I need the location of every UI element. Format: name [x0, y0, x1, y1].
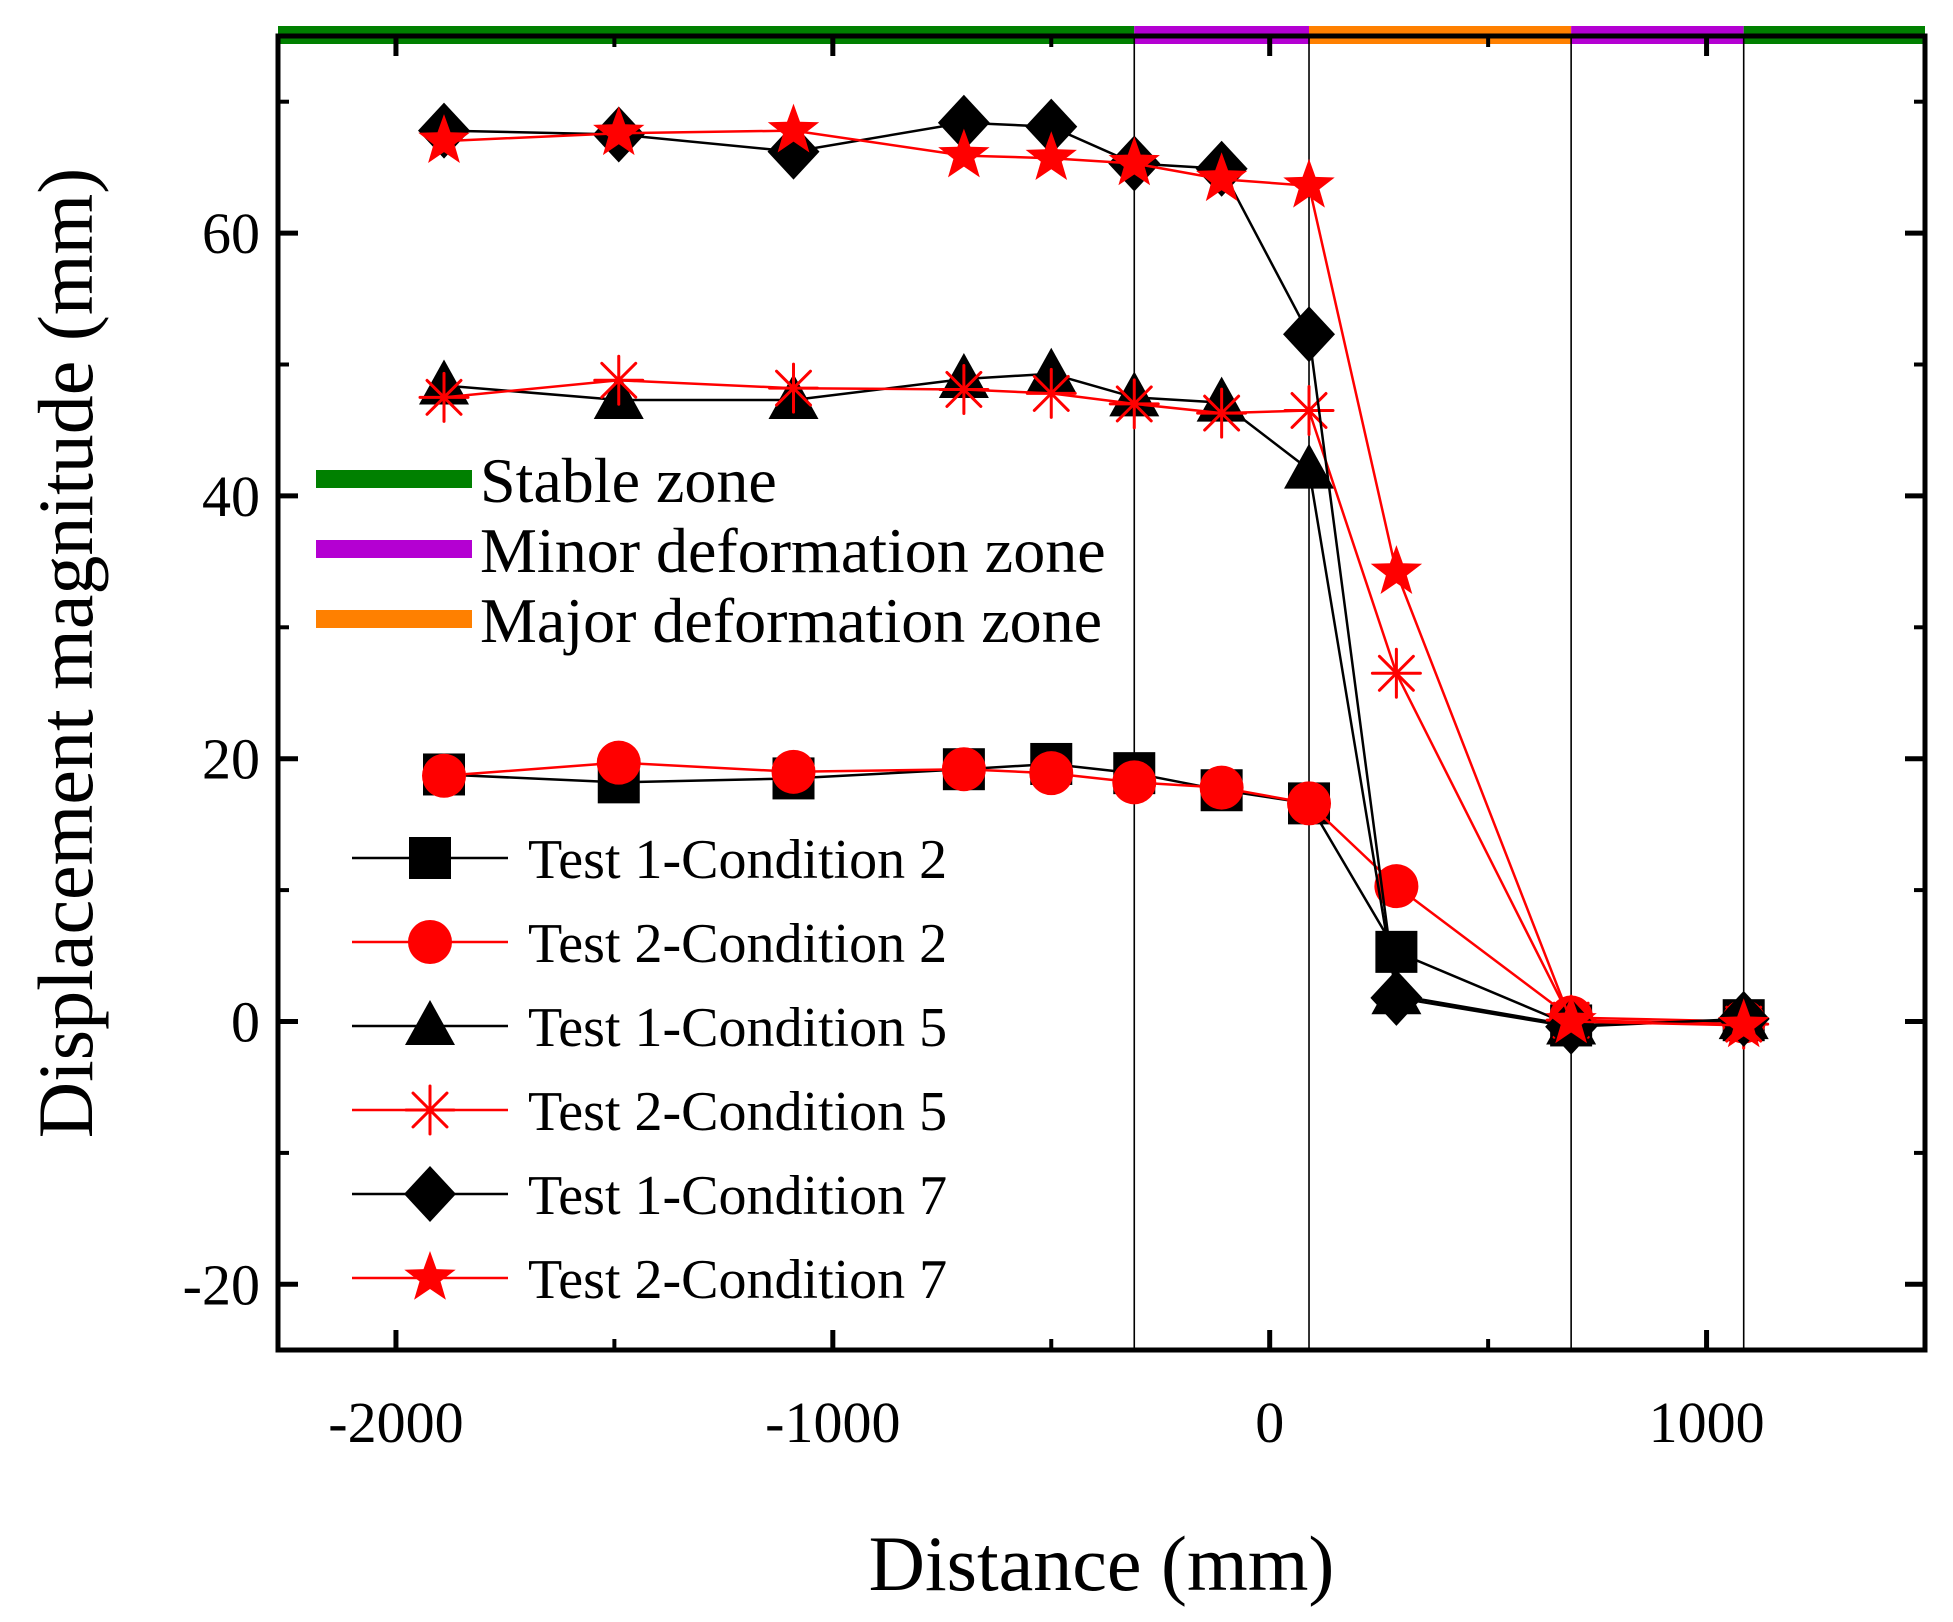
series-1-point	[1287, 781, 1332, 826]
series-5-point	[1025, 131, 1077, 180]
zone-legend-label: Stable zone	[480, 445, 777, 516]
series-3-point	[768, 362, 820, 414]
series-1-point	[771, 749, 816, 794]
series-4-point	[1370, 969, 1423, 1026]
series-5	[418, 103, 1770, 1048]
series-1-point	[941, 747, 986, 792]
series-layer	[418, 94, 1770, 1055]
series-3-point-stroke	[425, 378, 463, 416]
series-3-point-stroke	[600, 361, 638, 399]
x-tick-label: 1000	[1649, 1390, 1765, 1455]
series-5-point	[938, 128, 990, 178]
plot-frame	[275, 33, 1928, 1353]
series-5-point	[1370, 545, 1423, 594]
series-1-point	[1199, 765, 1244, 810]
series-3-point	[1025, 367, 1077, 419]
x-tick-label: -2000	[328, 1390, 463, 1455]
y-tick-label: 20	[202, 727, 260, 792]
series-3-point-stroke	[1290, 392, 1328, 429]
series-5-point	[1545, 994, 1597, 1044]
series-legend: Test 1-Condition 2 Test 2-Condition 2 Test…	[352, 829, 947, 1311]
series-3-point-stroke	[1203, 394, 1241, 432]
legend-marker	[404, 1084, 456, 1136]
series-0-point	[1375, 930, 1418, 973]
x-axis-title: Distance (mm)	[869, 1520, 1335, 1607]
series-5-point	[1718, 998, 1770, 1048]
series-3-point	[418, 371, 470, 423]
zone-legend-swatch	[316, 470, 472, 488]
y-tick-label: -20	[183, 1252, 260, 1317]
zone-legend-swatch	[316, 540, 472, 558]
series-4-point	[1025, 98, 1078, 155]
series-3-point	[1283, 384, 1335, 436]
series-2-point	[1284, 443, 1335, 489]
legend-label: Test 2-Condition 2	[528, 913, 947, 975]
series-1-point	[1029, 751, 1074, 796]
legend-label: Test 1-Condition 7	[528, 1165, 947, 1227]
zone-boundaries	[1133, 36, 1745, 1350]
series-5-point	[1196, 152, 1248, 202]
series-1-point	[596, 740, 641, 785]
zone-legend-label: Minor deformation zone	[480, 515, 1106, 586]
zone-legend-label: Major deformation zone	[480, 585, 1102, 656]
series-3-point	[1370, 647, 1422, 699]
x-tick-label: -1000	[765, 1390, 900, 1455]
series-5-point	[593, 106, 645, 156]
legend-marker	[405, 1000, 455, 1045]
legend-marker	[408, 920, 452, 964]
y-tick-label: 0	[231, 990, 260, 1055]
legend-marker	[404, 1251, 456, 1300]
series-3-point-stroke	[1032, 374, 1070, 412]
series-1-point	[422, 753, 467, 798]
series-3-point-stroke	[775, 369, 812, 407]
y-tick-label: 60	[202, 201, 260, 266]
series-3-point	[1108, 378, 1160, 430]
series-3-point-stroke	[1115, 385, 1153, 423]
zone-legend-swatch	[316, 610, 472, 628]
series-5-point	[1283, 158, 1335, 208]
legend-marker	[404, 1166, 456, 1222]
series-3-point-stroke	[945, 370, 983, 408]
y-axis-title: Displacement magnitude (mm)	[22, 168, 109, 1138]
series-5-point	[767, 103, 820, 153]
series-3-point-stroke	[1377, 654, 1415, 692]
axis-ticks	[278, 36, 1925, 1350]
series-4-point	[767, 123, 820, 180]
legend-marker-stroke	[411, 1091, 449, 1129]
series-4-point	[937, 94, 990, 151]
legend-label: Test 1-Condition 2	[528, 829, 947, 891]
series-5-point	[418, 114, 470, 163]
series-3-point	[1196, 387, 1248, 439]
series-3-point	[593, 354, 645, 406]
series-4-point	[1283, 306, 1336, 363]
series-1-point	[1112, 760, 1157, 805]
series-5-point	[1108, 136, 1160, 186]
series-3-point	[938, 363, 990, 415]
axis-tick-labels: -2000 -1000 0 1000 -20 0 20 40 60	[183, 201, 1765, 1455]
legend-label: Test 2-Condition 5	[528, 1081, 947, 1143]
legend-label: Test 2-Condition 7	[528, 1249, 947, 1311]
legend-label: Test 1-Condition 5	[528, 997, 947, 1059]
series-1-point	[1374, 864, 1419, 909]
y-tick-label: 40	[202, 464, 260, 529]
x-tick-label: 0	[1255, 1390, 1284, 1455]
legend-marker	[409, 837, 451, 879]
